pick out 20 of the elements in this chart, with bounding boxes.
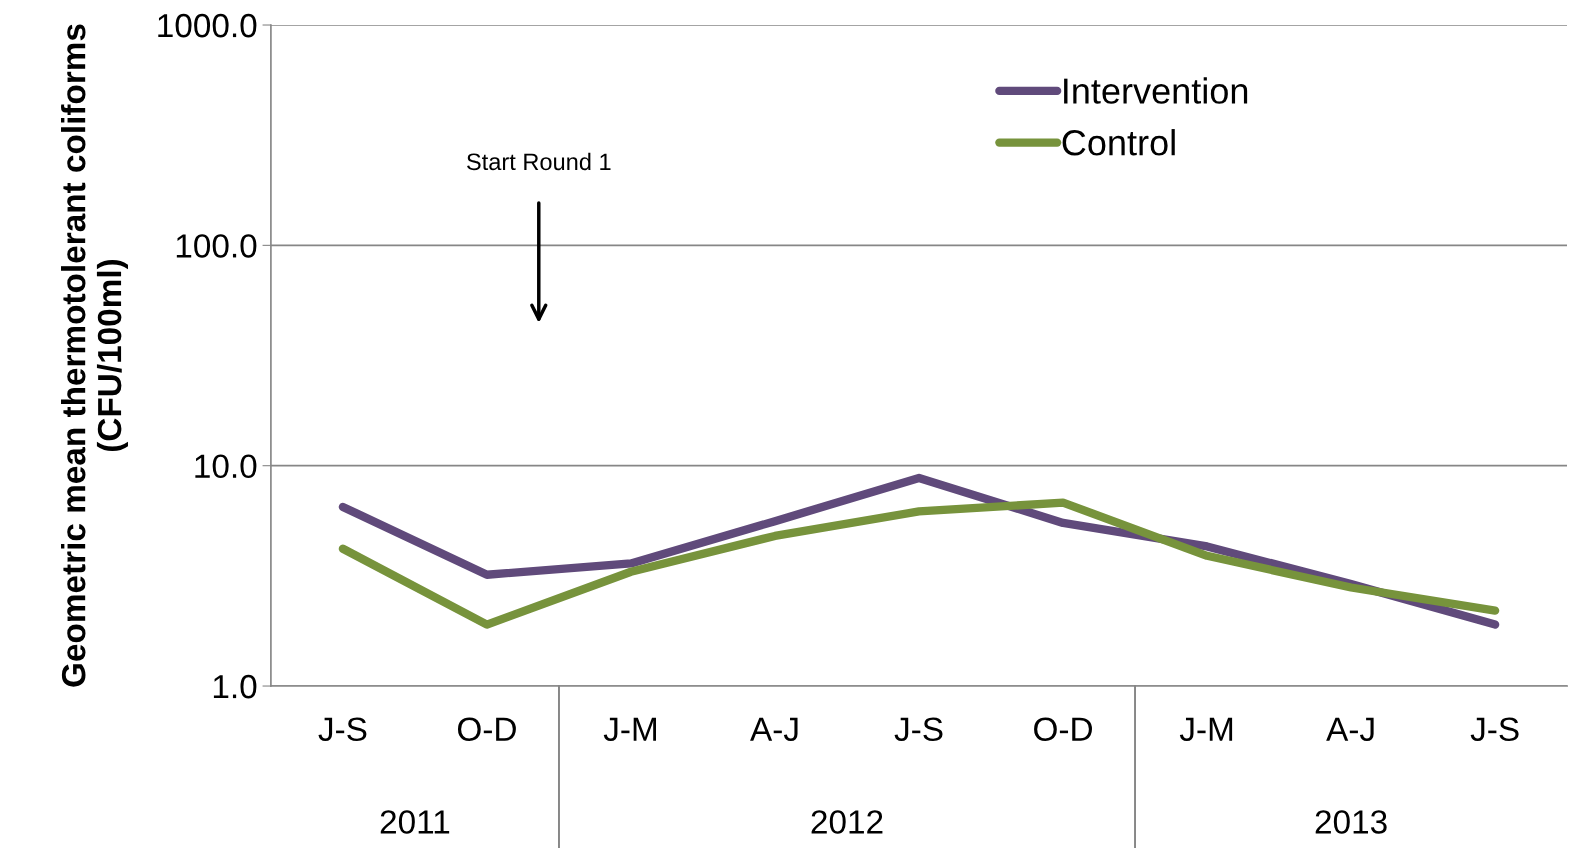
x-tick-label: O-D	[457, 717, 516, 742]
text: 2011	[380, 810, 450, 834]
y-axis-title: Geometric mean thermotolerant coliforms (CFU/100ml)	[61, 24, 128, 687]
x-tick-label: J-S	[1470, 717, 1519, 742]
x-tick-label: J-S	[894, 717, 943, 742]
annotation: Start Round 1	[467, 152, 611, 171]
y-tick-label: 10.0	[195, 454, 257, 479]
x-tick-label: J-M	[1179, 717, 1233, 742]
x-tick-label: O-D	[1034, 717, 1092, 742]
legend-label: Control	[1062, 129, 1175, 156]
x-tick-label: A-J	[750, 717, 798, 742]
y-tick-label: 1000.0	[158, 13, 257, 38]
y-tick-label: 1.0	[213, 674, 257, 699]
x-tick-label: J-S	[318, 717, 367, 742]
x-tick-label: J-M	[603, 717, 656, 742]
y-tick-label: 100.0	[176, 234, 257, 258]
text: 2012	[811, 810, 883, 834]
x-tick-label: A-J	[1326, 717, 1374, 742]
legend-label: Intervention	[1064, 77, 1248, 104]
text: 2013	[1315, 810, 1387, 834]
